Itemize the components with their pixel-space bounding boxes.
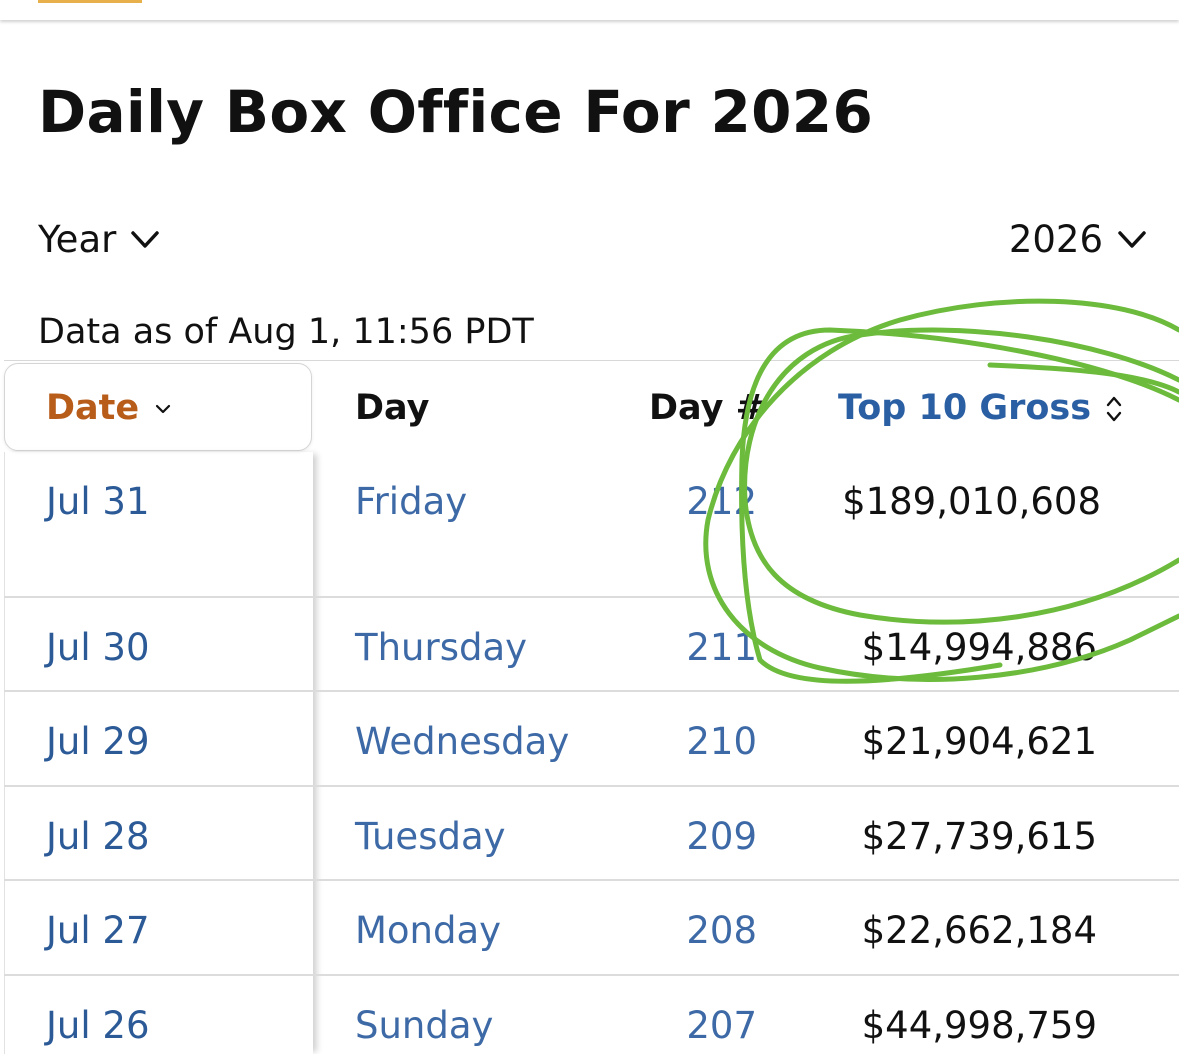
sort-icon [1106,396,1122,422]
day-cell[interactable]: Sunday [355,1004,494,1047]
day-cell[interactable]: Wednesday [355,720,570,763]
year-select[interactable]: 2026 [1009,218,1147,261]
row-divider [4,690,1179,692]
date-cell[interactable]: Jul 31 [46,480,150,523]
date-cell[interactable]: Jul 28 [46,815,150,858]
day-cell[interactable]: Thursday [355,626,528,669]
period-select-label: Year [38,218,117,261]
day-column-header: Day [355,388,430,428]
date-cell[interactable]: Jul 27 [46,909,150,952]
chevron-down-icon [1118,230,1146,248]
day-number-cell[interactable]: 207 [686,1004,757,1047]
day-cell[interactable]: Friday [355,480,468,523]
day-cell[interactable]: Monday [355,909,502,952]
page-title: Daily Box Office For 2026 [38,78,874,146]
date-header-label: Date [46,388,140,428]
gross-cell: $189,010,608 [842,480,1101,523]
row-divider [4,879,1179,881]
sticky-date-column [4,452,313,1054]
gross-column-header[interactable]: Top 10 Gross [838,388,1123,428]
data-timestamp: Data as of Aug 1, 11:56 PDT [38,312,534,352]
chevron-down-icon [156,404,171,414]
date-cell[interactable]: Jul 30 [46,626,150,669]
year-select-value: 2026 [1008,218,1103,261]
gross-header-label: Top 10 Gross [838,388,1092,428]
period-select[interactable]: Year [38,218,160,261]
date-cell[interactable]: Jul 29 [46,720,150,763]
day-cell[interactable]: Tuesday [355,815,506,858]
day-number-cell[interactable]: 211 [686,626,757,669]
top-nav-bar [0,0,1179,20]
row-divider [4,596,1179,598]
day-number-column-header: Day # [649,388,765,428]
row-divider [4,785,1179,787]
gross-cell: $44,998,759 [861,1004,1097,1047]
day-number-cell[interactable]: 210 [686,720,757,763]
date-cell[interactable]: Jul 26 [46,1004,150,1047]
day-number-cell[interactable]: 209 [686,815,757,858]
table-row: Jul 28 Tuesday 209 $27,739,615 [4,787,1179,881]
table-top-border [4,360,1179,361]
chevron-down-icon [131,230,160,248]
row-divider [4,974,1179,976]
table-row: Jul 30 Thursday 211 $14,994,886 [4,598,1179,692]
table-row: Jul 29 Wednesday 210 $21,904,621 [4,692,1179,787]
gross-cell: $21,904,621 [861,720,1097,763]
gross-cell: $14,994,886 [861,626,1097,669]
table-row: Jul 31 Friday 212 $189,010,608 [4,452,1179,598]
active-tab-indicator [38,0,142,3]
gross-cell: $27,739,615 [861,815,1097,858]
table-row: Jul 26 Sunday 207 $44,998,759 [4,976,1179,1054]
table-row: Jul 27 Monday 208 $22,662,184 [4,881,1179,976]
day-number-cell[interactable]: 208 [686,909,757,952]
date-column-header[interactable]: Date [46,388,171,428]
box-office-table: Date Day Day # Top 10 Gross Jul 31 Frida… [4,360,1179,1054]
gross-cell: $22,662,184 [861,909,1097,952]
day-number-cell[interactable]: 212 [686,480,757,523]
